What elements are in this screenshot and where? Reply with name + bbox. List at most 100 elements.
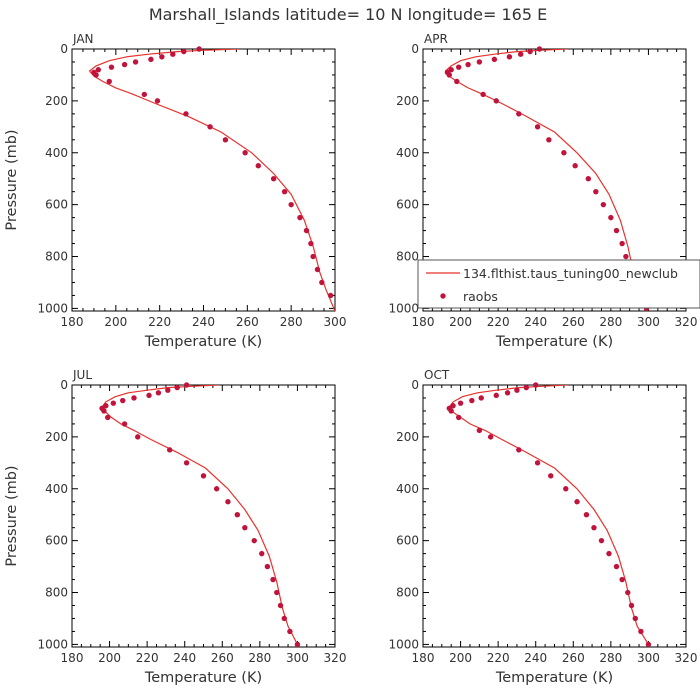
apr-xtick-label: 220 [487,315,510,329]
oct-raobs-point [619,576,625,583]
jul-raobs-point [104,414,111,421]
jan-raobs-point [108,64,115,70]
jul-ytick-label: 1000 [37,637,68,651]
oct-ytick-label: 400 [396,482,419,496]
jul-raobs-point [174,384,180,391]
oct-raobs-point [448,408,454,414]
jul-raobs-point [103,403,109,409]
apr-raobs-point [493,98,499,104]
jul-raobs-point [121,421,128,427]
jul-ytick-label: 200 [45,430,68,444]
apr-raobs-point [454,78,460,85]
apr-panel-title: APR [424,32,448,46]
jul-raobs-point [281,615,287,622]
jul-raobs-point [165,387,171,393]
jan-raobs-point [196,46,202,52]
apr-ytick-label: 600 [396,198,419,212]
jan-xtick-label: 280 [280,315,303,329]
jul-raobs-point [120,397,126,404]
oct-raobs-point [514,387,520,393]
apr-raobs-point [534,124,541,130]
jan-ytick-label: 200 [45,94,68,108]
jul-raobs-point [234,512,241,518]
apr-xtick-label: 300 [637,315,660,329]
figure-title: Marshall_Islands latitude= 10 N longitud… [149,5,547,25]
apr-raobs-point [448,67,454,73]
jan-raobs-point [148,56,154,63]
jan-ytick-label: 800 [45,250,68,264]
jul-raobs-point [155,390,162,396]
jan-raobs-point [310,253,316,260]
oct-raobs-point [563,486,569,492]
apr-xtick-label: 180 [412,315,435,329]
jan-raobs-point [314,266,321,273]
jan-raobs-point [93,72,99,78]
oct-raobs-point [523,384,530,391]
apr-raobs-point [546,137,552,143]
jul-raobs-point [277,602,284,609]
apr-raobs-point [585,176,592,182]
oct-panel-title: OCT [424,368,450,382]
apr-xtick-label: 320 [675,315,698,329]
jul-raobs-point [101,408,107,414]
jan-raobs-point [255,163,261,169]
apr-raobs-point [506,54,513,60]
jan-raobs-point [106,78,112,85]
apr-xtick-label: 280 [599,315,622,329]
oct-xtick-label: 300 [637,651,660,665]
oct-xtick-label: 260 [562,651,585,665]
jan-raobs-point [132,59,139,65]
jul-raobs-point [225,499,231,505]
jan-xtick-label: 200 [104,315,127,329]
oct-raobs-point [591,524,597,531]
jul-axes-frame [71,384,336,648]
jul-model-line [101,385,298,645]
jan-raobs-point [303,227,310,234]
apr-raobs-point [455,64,462,70]
apr-xtick-label: 200 [449,315,472,329]
oct-raobs-point [455,414,462,421]
oct-raobs-point [574,499,580,505]
jan-xtick-label: 240 [192,315,215,329]
oct-raobs-point [625,589,631,596]
apr-raobs-point [536,46,543,52]
jan-raobs-point [207,124,213,130]
oct-raobs-point [469,397,475,404]
apr-ytick-label: 400 [396,146,419,160]
oct-ytick-label: 800 [396,586,419,600]
oct-raobs-point [638,628,644,635]
jan-raobs-point [242,150,248,156]
oct-raobs-point [583,512,590,518]
jul-xtick-label: 280 [248,651,271,665]
jul-xtick-label: 180 [61,651,84,665]
jan-ytick-label: 600 [45,198,68,212]
panel-oct: OCT 180 200 220 240 260 280 300 320 0 200 400 600 800… [388,368,697,686]
oct-raobs-point [516,447,522,453]
jul-raobs-point [183,460,190,466]
oct-ytick-label: 600 [396,534,419,548]
apr-ytick-label: 800 [396,250,419,264]
oct-raobs-point [493,392,499,399]
apr-raobs-point [480,91,486,98]
oct-raobs-point [534,460,541,466]
oct-xtick-label: 180 [412,651,435,665]
jan-ytick-label: 0 [60,42,68,56]
jul-raobs-point [251,537,257,544]
apr-raobs-point [600,201,607,208]
jan-raobs-point [141,91,148,98]
oct-raobs-point [533,382,539,388]
jan-raobs-point [170,51,176,57]
jan-ytick-label: 400 [45,146,68,160]
jul-raobs-point [131,395,137,401]
jul-ytick-label: 600 [45,534,68,548]
oct-xtick-label: 320 [675,651,698,665]
oct-xlabel: Temperature (K) [495,670,613,686]
panel-jan: JAN 180 200 220 240 260 280 300 0 200 400 600 800 100… [4,32,346,350]
apr-raobs-point [491,56,498,63]
legend-box [417,259,700,309]
jul-raobs-point [200,473,207,479]
oct-raobs-point [548,473,554,479]
oct-raobs-point [487,434,494,440]
jan-raobs-point [222,137,229,143]
